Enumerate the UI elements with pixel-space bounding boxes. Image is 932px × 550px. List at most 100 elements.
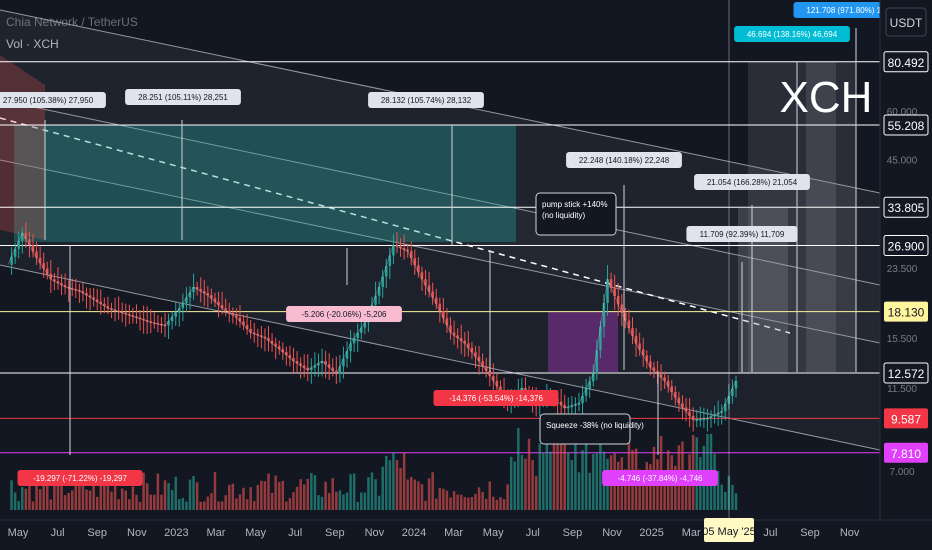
volume-bar bbox=[574, 423, 577, 510]
volume-bar bbox=[21, 487, 24, 510]
candle-body bbox=[252, 332, 256, 335]
candle-body bbox=[352, 338, 356, 344]
candle-body bbox=[495, 380, 499, 387]
candle-body bbox=[260, 335, 263, 337]
currency-button-label[interactable]: USDT bbox=[890, 16, 923, 30]
price-axis[interactable] bbox=[880, 0, 932, 520]
volume-bar bbox=[720, 484, 723, 510]
candle-body bbox=[663, 377, 666, 381]
volume-bar bbox=[442, 488, 445, 510]
candle-body bbox=[238, 317, 242, 322]
x-tick-label: May bbox=[483, 527, 504, 539]
candle-body bbox=[81, 291, 85, 294]
annotation-badge bbox=[433, 390, 559, 406]
candle-body bbox=[406, 249, 409, 252]
projection-box-inner bbox=[806, 62, 836, 372]
candle-body bbox=[377, 287, 381, 296]
volume-bar bbox=[138, 501, 142, 510]
volume-bar bbox=[474, 493, 477, 510]
x-tick-label: 2023 bbox=[164, 527, 188, 539]
candle-body bbox=[245, 325, 249, 329]
x-tick-label: Nov bbox=[840, 527, 860, 539]
annotation-badge bbox=[734, 26, 850, 42]
volume-bar bbox=[70, 490, 74, 510]
volume-bar bbox=[345, 492, 349, 510]
candle-body bbox=[263, 336, 267, 339]
candle-body bbox=[103, 303, 106, 307]
candle-body bbox=[70, 288, 74, 290]
volume-bar bbox=[552, 442, 556, 510]
candle-body bbox=[395, 244, 399, 247]
volume-bar bbox=[327, 493, 331, 510]
candle-body bbox=[142, 318, 145, 321]
candle-body bbox=[317, 363, 320, 366]
candle-body bbox=[92, 297, 95, 300]
candle-body bbox=[431, 291, 434, 298]
candle-body bbox=[449, 325, 452, 333]
candle-body bbox=[206, 293, 210, 296]
candle-body bbox=[203, 291, 206, 294]
candle-body bbox=[420, 272, 424, 280]
volume-bar bbox=[56, 478, 60, 510]
volume-bar bbox=[584, 434, 588, 510]
volume-bar bbox=[174, 476, 177, 510]
volume-bar bbox=[145, 483, 149, 510]
volume-bar bbox=[724, 491, 727, 510]
x-tick-label: Nov bbox=[127, 527, 147, 539]
volume-bar bbox=[477, 487, 481, 510]
volume-bar bbox=[192, 475, 195, 510]
volume-bar bbox=[663, 471, 666, 510]
annotation-label: 21.054 (166.28%) 21,054 bbox=[707, 178, 798, 187]
candle-body bbox=[49, 273, 53, 280]
volume-bar bbox=[431, 472, 434, 510]
symbol-title[interactable]: Chia Network / TetherUS bbox=[6, 15, 138, 29]
currency-button[interactable] bbox=[885, 7, 927, 37]
volume-bar bbox=[459, 494, 463, 510]
volume-bar bbox=[495, 499, 499, 510]
x-tick-label: May bbox=[245, 527, 266, 539]
annotation-label: 27.950 (105.38%) 27,950 bbox=[3, 96, 94, 105]
volume-bar bbox=[324, 481, 327, 510]
volume-bar bbox=[452, 491, 456, 510]
volume-bar bbox=[538, 443, 541, 510]
date-cursor-label: 05 May '25 bbox=[702, 526, 755, 538]
candle-body bbox=[231, 312, 235, 316]
candle-body bbox=[659, 374, 663, 378]
channel-midline bbox=[0, 117, 791, 334]
volume-bar bbox=[527, 438, 531, 510]
candle-body bbox=[285, 352, 288, 356]
annotation-label: 121.708 (971.80%) 121,708 bbox=[806, 6, 906, 15]
candle-body bbox=[60, 283, 63, 286]
candle-body bbox=[270, 340, 274, 344]
candle-body bbox=[56, 281, 60, 284]
volume-bar bbox=[249, 487, 252, 510]
candle-body bbox=[35, 251, 38, 258]
candle-body bbox=[46, 268, 49, 274]
volume-indicator-label[interactable]: Vol · XCH bbox=[6, 37, 59, 51]
candle-body bbox=[53, 279, 56, 282]
range-box-red bbox=[0, 55, 45, 240]
volume-bar bbox=[85, 489, 88, 510]
candle-body bbox=[616, 296, 620, 305]
candle-body bbox=[720, 411, 723, 414]
volume-bar bbox=[377, 495, 381, 510]
volume-bar bbox=[49, 499, 53, 510]
plot-area[interactable] bbox=[0, 0, 880, 520]
y-tick-label: 11.500 bbox=[887, 384, 917, 395]
volume-bar bbox=[260, 480, 263, 510]
volume-bar bbox=[449, 497, 452, 510]
level-label: 80.492 bbox=[888, 56, 925, 70]
candle-body bbox=[385, 265, 388, 277]
time-axis[interactable]: May Jul Sep Nov 2023 Mar May Jul Sep Nov 2024 Mar Ma… bbox=[8, 527, 860, 539]
volume-bar bbox=[131, 486, 135, 510]
candle-body bbox=[606, 279, 609, 303]
callout-text: pump stick +140% bbox=[542, 200, 608, 209]
volume-bar bbox=[349, 474, 352, 510]
volume-bar bbox=[188, 479, 192, 510]
candle-body bbox=[217, 301, 220, 305]
volume-bar bbox=[13, 492, 17, 510]
candle-body bbox=[477, 356, 481, 362]
volume-bar bbox=[638, 469, 641, 510]
candle-body bbox=[88, 295, 92, 298]
